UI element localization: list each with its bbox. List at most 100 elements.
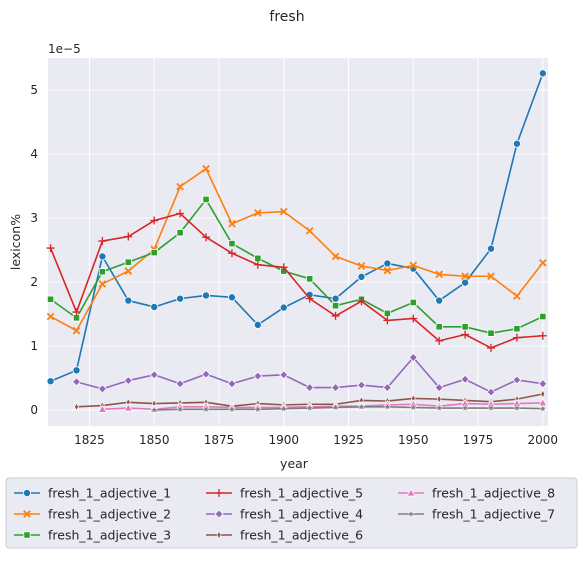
data-point xyxy=(409,298,417,307)
data-point xyxy=(305,383,315,393)
data-point xyxy=(201,369,211,379)
y-offset-label: 1e−5 xyxy=(48,42,81,56)
data-point xyxy=(279,303,288,312)
data-point xyxy=(435,336,444,345)
data-point xyxy=(98,237,107,246)
data-point xyxy=(202,291,211,300)
data-point xyxy=(97,404,108,413)
series-line xyxy=(154,405,543,411)
data-point xyxy=(253,260,262,269)
data-point xyxy=(434,383,444,393)
x-tick-label: 1825 xyxy=(74,433,105,447)
data-point xyxy=(460,374,470,384)
data-point xyxy=(124,258,132,266)
legend-swatch-marker xyxy=(22,488,31,497)
data-point xyxy=(202,195,210,204)
y-tick-label: 5 xyxy=(30,83,38,97)
data-point xyxy=(383,402,392,411)
data-point xyxy=(279,370,289,380)
data-point xyxy=(540,389,546,399)
data-point xyxy=(461,330,470,339)
data-point xyxy=(227,249,236,258)
legend-item: fresh_1_adjective_8 xyxy=(398,486,555,501)
data-point xyxy=(486,403,496,412)
series-line xyxy=(50,198,544,335)
legend-swatch-marker xyxy=(406,509,416,518)
chart-title: fresh xyxy=(269,9,304,25)
series-fresh_1_adjective_3 xyxy=(46,195,547,337)
data-point xyxy=(383,316,392,325)
data-point xyxy=(175,379,185,389)
data-point xyxy=(72,308,81,317)
data-point xyxy=(538,379,548,389)
plot-area xyxy=(48,58,548,426)
axis-ticks: 1825 1850 1875 1900 1925 1950 1975 2000 0 1 2 3 4 5 xyxy=(30,83,558,447)
data-point xyxy=(512,403,522,412)
legend-item: fresh_1_adjective_7 xyxy=(398,507,555,522)
data-point xyxy=(460,403,470,412)
legend-label: fresh_1_adjective_6 xyxy=(240,528,363,543)
data-point xyxy=(279,404,289,413)
data-point xyxy=(330,383,341,393)
data-point xyxy=(435,323,443,331)
x-tick-label: 1950 xyxy=(398,433,429,447)
series-fresh_1_adjective_2 xyxy=(46,164,547,335)
data-point xyxy=(123,403,134,412)
y-tick-label: 0 xyxy=(30,403,38,417)
data-point xyxy=(279,263,288,272)
x-tick-label: 2000 xyxy=(528,433,559,447)
data-point xyxy=(150,216,159,225)
data-point xyxy=(461,323,469,331)
legend-swatch-marker xyxy=(214,509,224,519)
series-layer xyxy=(46,69,548,414)
legend-swatch-marker xyxy=(23,510,31,518)
data-point xyxy=(124,232,133,241)
data-point xyxy=(435,296,444,305)
legend-item: fresh_1_adjective_6 xyxy=(206,528,363,543)
data-point xyxy=(72,326,81,335)
data-point xyxy=(487,329,495,337)
data-point xyxy=(175,404,185,414)
data-point xyxy=(98,268,107,276)
data-point xyxy=(539,312,547,321)
legend-label: fresh_1_adjective_3 xyxy=(48,528,171,543)
legend-swatch-marker xyxy=(406,488,416,497)
data-point xyxy=(357,402,366,411)
data-point xyxy=(461,278,470,287)
data-point xyxy=(513,325,521,333)
data-point xyxy=(357,272,366,281)
data-point xyxy=(254,209,262,217)
data-point xyxy=(512,375,522,385)
data-point xyxy=(487,244,496,253)
data-point xyxy=(435,270,444,279)
x-tick-label: 1975 xyxy=(463,433,494,447)
series-fresh_1_adjective_5 xyxy=(46,209,547,352)
legend-item: fresh_1_adjective_4 xyxy=(206,507,363,522)
data-point xyxy=(253,404,263,414)
data-point xyxy=(512,333,521,342)
data-point xyxy=(98,252,107,261)
legend-swatch-marker xyxy=(216,530,222,540)
data-point xyxy=(202,233,211,242)
data-point xyxy=(538,331,547,340)
data-point xyxy=(408,402,418,412)
data-point xyxy=(46,244,55,253)
data-point xyxy=(74,402,79,412)
data-point xyxy=(383,266,392,275)
data-point xyxy=(150,248,158,257)
data-point xyxy=(46,295,55,303)
data-point xyxy=(124,296,133,305)
data-point xyxy=(228,239,236,248)
x-tick-label: 1875 xyxy=(204,433,235,447)
data-point xyxy=(409,261,418,270)
legend-item: fresh_1_adjective_3 xyxy=(14,528,171,543)
y-tick-label: 2 xyxy=(30,275,38,289)
data-point xyxy=(228,219,236,228)
data-point xyxy=(538,69,547,78)
legend-item: fresh_1_adjective_5 xyxy=(206,486,363,501)
series-fresh_1_adjective_7 xyxy=(149,402,548,414)
data-point xyxy=(409,314,418,323)
legend-label: fresh_1_adjective_1 xyxy=(48,486,171,501)
data-point xyxy=(201,404,211,414)
